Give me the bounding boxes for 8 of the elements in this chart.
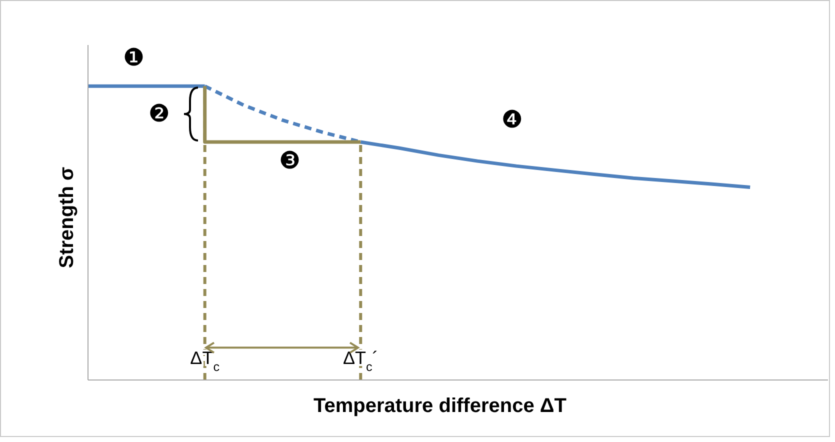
text: ❶ (123, 44, 145, 72)
y-axis-title: Strength σ (56, 166, 78, 268)
x-tick-label: ΔT$_{c}$ (190, 348, 220, 374)
annotation: ❷ (148, 99, 170, 128)
annotation: ❹ (501, 105, 523, 134)
x-axis-title: Temperature difference ΔT (314, 395, 566, 417)
x-tick-label: ΔT$_{c}$´ (342, 348, 378, 374)
annotation: ❸ (279, 146, 301, 174)
